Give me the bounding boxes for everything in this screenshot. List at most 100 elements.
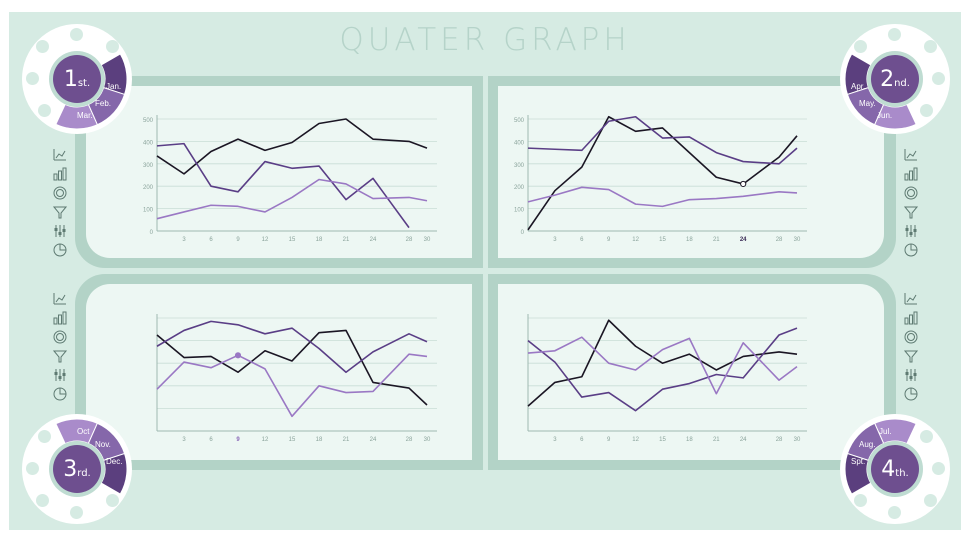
x-tick-label: 3 [182, 237, 186, 243]
series-line-2 [156, 142, 410, 229]
x-tick-label: 21 [713, 237, 720, 243]
line-chart-q2: 0 100 200 300 400 500 3 6 9 12 15 18 21 24 28 30 [514, 115, 807, 243]
funnel-icon[interactable] [904, 349, 918, 363]
x-tick-label: 6 [209, 437, 213, 443]
month-label: Apr. [851, 82, 866, 91]
series-line-1 [156, 118, 428, 175]
line-chart-icon[interactable] [53, 292, 67, 306]
pie-chart-icon[interactable] [53, 387, 67, 401]
x-tick-label: 15 [289, 437, 296, 443]
month-label: May. [859, 99, 876, 108]
month-label: Nov. [95, 440, 111, 449]
month-label: Mar. [77, 111, 93, 120]
x-tick-label: 9 [236, 437, 240, 443]
y-tick-label: 500 [143, 118, 154, 124]
x-tick-label: 15 [659, 237, 666, 243]
x-tick-label: 21 [713, 437, 720, 443]
month-label: Spt. [851, 457, 866, 466]
data-point-marker [740, 180, 747, 188]
x-tick-label: 9 [236, 237, 240, 243]
x-tick-label: 30 [424, 237, 431, 243]
y-tick-label: 200 [143, 185, 154, 191]
x-tick-label: 28 [776, 437, 783, 443]
donut-chart-icon[interactable] [53, 330, 67, 344]
series-line-2 [527, 327, 798, 412]
x-tick-label: 30 [794, 237, 801, 243]
x-tick-label: 18 [316, 237, 323, 243]
series-line-2 [527, 115, 798, 165]
month-label: Aug. [859, 440, 876, 449]
chart-type-toolbar-left-bottom [53, 292, 67, 406]
x-tick-label: 30 [794, 437, 801, 443]
pie-chart-icon[interactable] [904, 387, 918, 401]
slider-chart-icon[interactable] [53, 368, 67, 382]
bar-chart-icon[interactable] [904, 311, 918, 325]
series-line-1 [527, 115, 798, 231]
chart-type-toolbar-left-top [53, 148, 67, 262]
y-tick-label: 400 [143, 140, 154, 146]
x-tick-label: 24 [370, 437, 377, 443]
x-tick-label: 6 [580, 437, 584, 443]
x-tick-label: 24 [740, 237, 747, 243]
y-tick-label: 100 [143, 208, 154, 214]
series-line-3 [527, 336, 798, 395]
chart-panel-q2 [498, 86, 884, 258]
x-tick-label: 24 [740, 437, 747, 443]
slider-chart-icon[interactable] [904, 368, 918, 382]
x-tick-label: 24 [370, 237, 377, 243]
y-tick-label: 500 [514, 118, 525, 124]
y-tick-label: 300 [143, 163, 154, 169]
pie-chart-icon[interactable] [904, 243, 918, 257]
x-tick-label: 18 [686, 237, 693, 243]
series-line-2 [156, 320, 428, 374]
y-tick-label: 400 [514, 140, 525, 146]
x-tick-label: 3 [182, 437, 186, 443]
quarter-number-3: 3 rd. [53, 445, 101, 493]
month-label: Feb. [95, 99, 112, 108]
line-chart-icon[interactable] [904, 292, 918, 306]
month-label: Jan. [106, 82, 122, 91]
x-tick-label: 30 [424, 437, 431, 443]
x-tick-label: 12 [632, 237, 639, 243]
series-line-3 [527, 186, 798, 208]
x-tick-label: 9 [607, 237, 611, 243]
funnel-icon[interactable] [53, 205, 67, 219]
bar-chart-icon[interactable] [904, 167, 918, 181]
quarter-number-2: 2 nd. [871, 55, 919, 103]
page-title: QUATER GRAPH [339, 22, 631, 58]
donut-chart-icon[interactable] [53, 186, 67, 200]
x-tick-label: 3 [553, 437, 557, 443]
y-tick-label: 100 [514, 208, 525, 214]
quarter-number-4: 4 th. [871, 445, 919, 493]
line-chart-q3: 3 6 9 12 15 18 21 24 28 30 [156, 314, 437, 443]
chart-type-toolbar-right-bottom [904, 292, 918, 406]
data-point-marker [234, 352, 242, 359]
month-label: Jun. [877, 111, 893, 120]
pie-chart-icon[interactable] [53, 243, 67, 257]
month-label: Dec. [106, 457, 123, 466]
x-tick-label: 12 [262, 437, 269, 443]
donut-chart-icon[interactable] [904, 186, 918, 200]
line-chart-icon[interactable] [53, 148, 67, 162]
chart-panel-q1 [86, 86, 472, 258]
bar-chart-icon[interactable] [53, 311, 67, 325]
line-chart-q1: 0 100 200 300 400 500 3 6 9 12 15 18 21 24 28 30 [143, 115, 437, 243]
x-tick-label: 28 [776, 237, 783, 243]
bar-chart-icon[interactable] [53, 167, 67, 181]
funnel-icon[interactable] [904, 205, 918, 219]
donut-chart-icon[interactable] [904, 330, 918, 344]
x-tick-label: 15 [289, 237, 296, 243]
x-tick-label: 28 [406, 437, 413, 443]
x-tick-label: 9 [607, 437, 611, 443]
line-chart-icon[interactable] [904, 148, 918, 162]
x-tick-label: 6 [209, 237, 213, 243]
funnel-icon[interactable] [53, 349, 67, 363]
series-line-3 [156, 178, 428, 220]
chart-type-toolbar-right-top [904, 148, 918, 262]
y-tick-label: 300 [514, 163, 525, 169]
slider-chart-icon[interactable] [904, 224, 918, 238]
slider-chart-icon[interactable] [53, 224, 67, 238]
x-tick-label: 15 [659, 437, 666, 443]
series-line-1 [156, 329, 428, 406]
